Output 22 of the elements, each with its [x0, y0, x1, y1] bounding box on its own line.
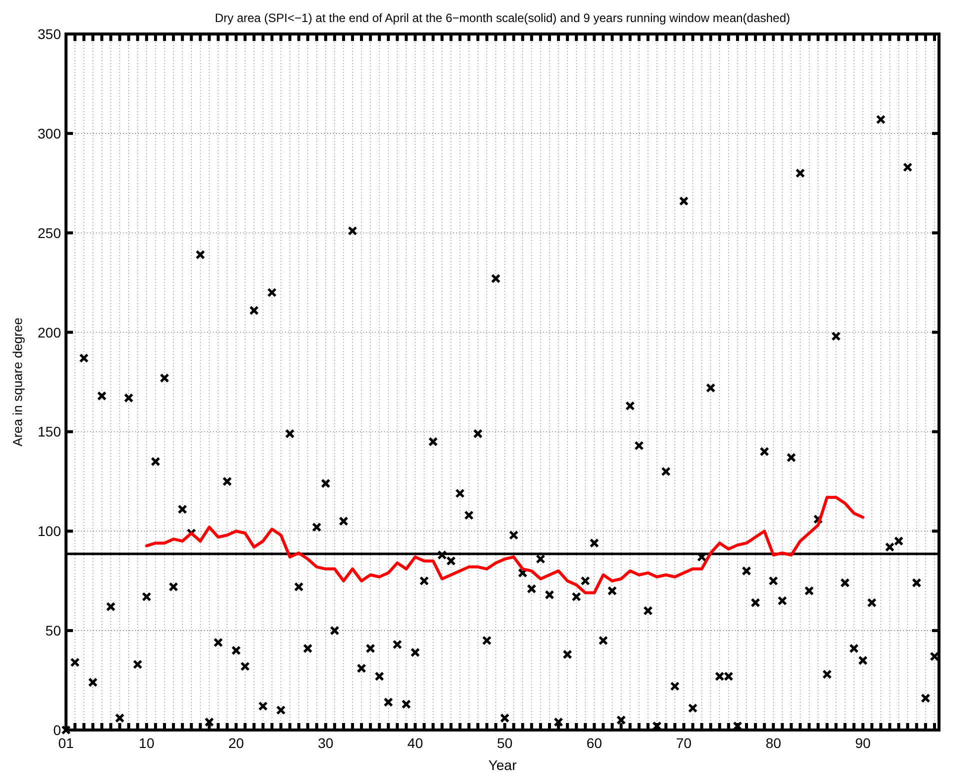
x-axis-title: Year — [488, 757, 517, 773]
y-tick-label: 200 — [38, 324, 62, 340]
x-tick-label: 20 — [228, 735, 244, 751]
line-series — [145, 496, 864, 594]
x-tick-label: 90 — [855, 735, 871, 751]
x-tick-label: 60 — [586, 735, 602, 751]
y-tick-label: 150 — [38, 424, 62, 440]
y-tick-label: 50 — [45, 622, 62, 639]
y-tick-label: 350 — [38, 26, 62, 42]
x-tick-label: 10 — [138, 735, 155, 751]
y-tick-label: 100 — [38, 523, 62, 540]
chart-title: Dry area (SPI<−1) at the end of April at the 6−month scale(solid) and 9 years running window mean(dashed) — [214, 11, 790, 25]
y-tick-label: 0 — [53, 722, 62, 738]
x-tick-label: 50 — [496, 735, 513, 751]
y-axis-title: Area in square degree — [10, 318, 25, 446]
y-tick-label: 300 — [38, 125, 62, 142]
x-tick-label: 70 — [676, 735, 692, 751]
x-tick-label: 80 — [766, 735, 782, 751]
x-tick-label: 30 — [318, 735, 334, 751]
y-tick-label: 250 — [38, 224, 62, 241]
x-tick-label: 40 — [407, 735, 424, 751]
x-tick-label: 01 — [58, 735, 74, 751]
